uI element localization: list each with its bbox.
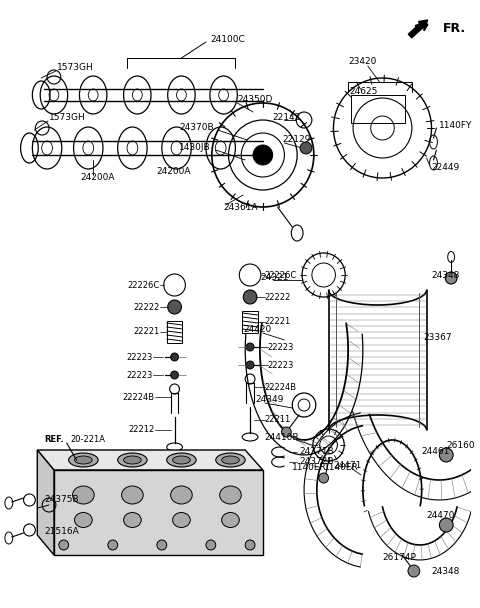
Circle shape: [281, 427, 291, 437]
Text: 22226C: 22226C: [265, 271, 297, 280]
Ellipse shape: [74, 513, 92, 528]
Circle shape: [439, 518, 453, 532]
Ellipse shape: [72, 486, 94, 504]
Text: 1140ER: 1140ER: [292, 463, 327, 472]
Text: 22221: 22221: [265, 317, 291, 326]
Ellipse shape: [216, 453, 245, 467]
Ellipse shape: [167, 453, 196, 467]
Text: 24349: 24349: [255, 395, 283, 404]
Ellipse shape: [121, 486, 143, 504]
Text: 24470: 24470: [427, 511, 455, 519]
Text: 22221: 22221: [133, 328, 160, 336]
Text: 1430JB: 1430JB: [179, 143, 211, 153]
Text: 24370B: 24370B: [179, 123, 214, 133]
Text: 1573GH: 1573GH: [57, 63, 94, 72]
Text: 22226C: 22226C: [128, 280, 160, 289]
FancyArrow shape: [408, 20, 428, 38]
Ellipse shape: [173, 456, 190, 464]
Circle shape: [246, 361, 254, 369]
Circle shape: [408, 565, 420, 577]
Bar: [351, 95, 405, 123]
Ellipse shape: [222, 513, 240, 528]
Ellipse shape: [220, 486, 241, 504]
Text: 24321: 24321: [260, 274, 288, 283]
Text: 24461: 24461: [422, 447, 450, 457]
Circle shape: [246, 343, 254, 351]
Circle shape: [243, 290, 257, 304]
Circle shape: [171, 371, 179, 379]
Text: 22212: 22212: [129, 426, 155, 435]
Text: 22142: 22142: [273, 114, 301, 122]
Text: 24348: 24348: [432, 271, 460, 280]
Polygon shape: [37, 450, 263, 470]
Circle shape: [59, 540, 69, 550]
Polygon shape: [54, 470, 263, 555]
Ellipse shape: [69, 453, 98, 467]
Text: 1140FY: 1140FY: [439, 120, 473, 130]
Text: 21516A: 21516A: [44, 528, 79, 536]
Text: 24371B: 24371B: [299, 447, 334, 457]
Text: 22449: 22449: [432, 164, 460, 173]
Text: 1573GH: 1573GH: [49, 114, 86, 122]
Text: 23420: 23420: [348, 58, 376, 66]
Ellipse shape: [171, 486, 192, 504]
Text: 24410B: 24410B: [265, 434, 300, 443]
Bar: [167, 321, 182, 343]
Text: 23367: 23367: [424, 334, 452, 342]
Text: 1140ER: 1140ER: [324, 463, 359, 472]
Text: 22223: 22223: [268, 361, 294, 370]
Circle shape: [245, 540, 255, 550]
Circle shape: [108, 540, 118, 550]
Circle shape: [319, 473, 328, 483]
Ellipse shape: [118, 453, 147, 467]
Ellipse shape: [123, 513, 141, 528]
Text: 22222: 22222: [265, 292, 291, 302]
Text: 22223: 22223: [268, 342, 294, 351]
Circle shape: [300, 142, 312, 154]
Text: 24200A: 24200A: [157, 167, 191, 176]
Bar: [242, 311, 258, 333]
Ellipse shape: [222, 456, 240, 464]
Text: 24348: 24348: [432, 567, 460, 576]
Text: 24420: 24420: [243, 325, 272, 334]
Text: 24372B: 24372B: [299, 457, 334, 466]
Text: 24625: 24625: [349, 88, 377, 97]
Text: 20-221A: 20-221A: [71, 435, 106, 444]
Text: 24350D: 24350D: [237, 95, 273, 105]
Text: REF.: REF.: [44, 435, 64, 444]
Ellipse shape: [123, 456, 141, 464]
Text: 24471: 24471: [334, 460, 362, 469]
Circle shape: [157, 540, 167, 550]
Polygon shape: [37, 450, 54, 555]
Circle shape: [168, 300, 181, 314]
Text: 24200A: 24200A: [81, 173, 115, 182]
Circle shape: [206, 540, 216, 550]
Text: FR.: FR.: [444, 21, 467, 35]
Ellipse shape: [173, 513, 190, 528]
Text: 22222: 22222: [133, 303, 160, 311]
Text: 22223: 22223: [127, 353, 153, 362]
Circle shape: [253, 145, 273, 165]
Text: 24375B: 24375B: [44, 496, 79, 505]
Text: 24100C: 24100C: [211, 35, 246, 44]
Text: 22129: 22129: [282, 136, 311, 145]
Text: 26174P: 26174P: [383, 553, 416, 562]
Circle shape: [439, 448, 453, 462]
Text: 22224B: 22224B: [265, 382, 297, 392]
Text: 22223: 22223: [127, 370, 153, 379]
Circle shape: [171, 353, 179, 361]
Ellipse shape: [74, 456, 92, 464]
Circle shape: [445, 272, 457, 284]
Text: 26160: 26160: [446, 441, 475, 449]
Text: 22224B: 22224B: [123, 393, 155, 401]
Text: 24361A: 24361A: [224, 204, 258, 213]
Text: 22211: 22211: [265, 415, 291, 424]
